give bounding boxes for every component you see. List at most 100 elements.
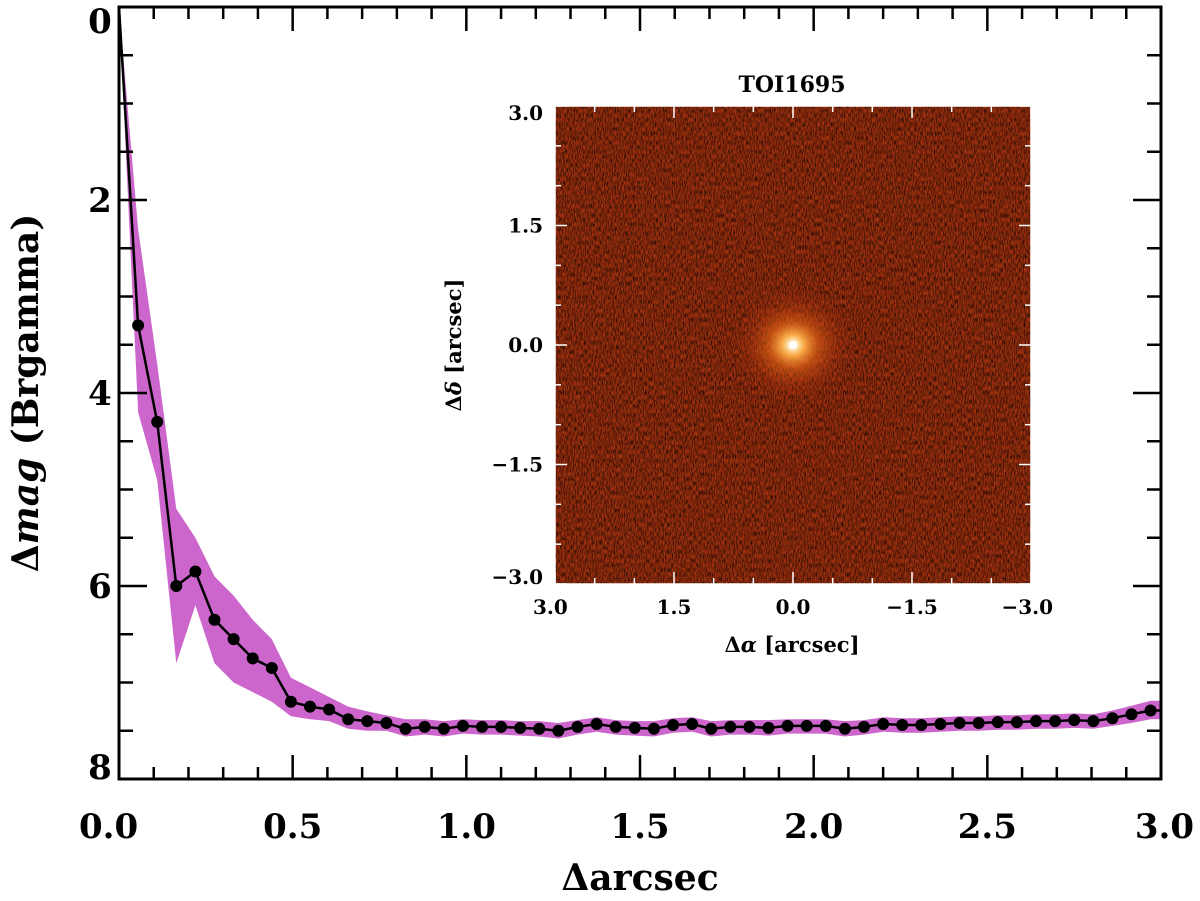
inset-x-tick-label: −1.5 xyxy=(886,595,938,619)
data-point xyxy=(934,718,947,730)
data-point xyxy=(1125,708,1138,721)
data-point xyxy=(800,719,813,732)
x-tick-label: 3.0 xyxy=(1135,807,1194,847)
contrast-points-layer xyxy=(132,319,1157,737)
inset-title: TOI1695 xyxy=(738,72,845,98)
data-point xyxy=(399,722,412,735)
data-point xyxy=(476,720,488,733)
data-point xyxy=(552,724,565,737)
data-point xyxy=(705,722,718,735)
inset-y-title-prefix: Δ xyxy=(441,395,466,411)
data-point xyxy=(456,719,469,732)
data-point xyxy=(628,721,641,734)
data-point xyxy=(781,719,794,732)
inset-y-tick-label: −1.5 xyxy=(491,453,543,477)
x-tick-label: 0.5 xyxy=(263,807,322,847)
data-point xyxy=(762,721,775,734)
data-point xyxy=(647,722,660,735)
data-point xyxy=(1106,712,1119,725)
data-point xyxy=(1010,716,1023,729)
data-point xyxy=(514,721,527,734)
inset-y-tick-label: 1.5 xyxy=(508,214,543,238)
y-axis-title-suffix: (Brgamma) xyxy=(5,214,47,458)
inset-psf-core xyxy=(789,341,797,349)
x-tick-label: 1.0 xyxy=(437,807,496,847)
inset-x-title-prefix: Δ xyxy=(724,632,740,657)
inset-x-tick-label: 1.5 xyxy=(657,595,692,619)
x-tick-label: 2.0 xyxy=(784,807,843,847)
data-point xyxy=(1087,715,1100,728)
data-point xyxy=(896,719,909,731)
data-point xyxy=(342,713,355,726)
y-axis-title: Δmag (Brgamma) xyxy=(5,214,47,573)
y-tick-label: 8 xyxy=(88,748,112,788)
inset-x-tick-label: 0.0 xyxy=(776,595,811,619)
data-point xyxy=(151,415,164,428)
y-tick-label: 2 xyxy=(88,181,112,221)
y-tick-label: 0 xyxy=(88,2,112,42)
inset-x-tick-label: −3.0 xyxy=(1001,595,1053,619)
inset-axis-ticks xyxy=(554,105,1032,585)
y-tick-label: 6 xyxy=(88,567,112,607)
data-point xyxy=(132,319,145,332)
data-point xyxy=(380,717,393,729)
confidence-band xyxy=(119,7,1161,739)
data-point xyxy=(838,722,851,735)
inset-x-title-symbol: α xyxy=(741,632,757,657)
data-point xyxy=(1049,715,1062,728)
inset-x-axis-title: Δα [arcsec] xyxy=(724,632,859,657)
confidence-band-layer xyxy=(119,7,1161,739)
data-point xyxy=(533,722,546,735)
inset-axis-tick-labels: 3.0 1.5 0.0 −1.5 −3.0 −3.0 −1.5 0.0 1.5 3.0 xyxy=(491,101,1053,619)
data-point xyxy=(437,722,450,735)
data-point xyxy=(284,695,297,708)
inset-x-tick-label: 3.0 xyxy=(533,595,568,619)
data-point xyxy=(1144,704,1157,717)
x-axis-title: Δarcsec xyxy=(561,857,718,899)
y-tick-label: 4 xyxy=(88,374,112,414)
main-axis-tick-labels: 0.0 0.5 1.0 1.5 2.0 2.5 3.0 0 2 4 6 8 xyxy=(79,2,1194,847)
data-point xyxy=(724,720,737,733)
data-point xyxy=(246,652,259,665)
data-point xyxy=(265,662,278,674)
data-point xyxy=(953,717,966,729)
data-point xyxy=(915,719,928,731)
inset-y-tick-label: 0.0 xyxy=(508,333,543,357)
data-point xyxy=(227,633,240,646)
data-point xyxy=(170,580,183,592)
data-point xyxy=(571,720,584,733)
inset-panel: 3.0 1.5 0.0 −1.5 −3.0 −3.0 −1.5 0.0 1.5 3.0 TOI16… xyxy=(441,60,1053,670)
inset-y-tick-label: 3.0 xyxy=(508,101,543,125)
inset-y-axis-title: Δδ [arcsec] xyxy=(441,279,466,412)
data-point xyxy=(1030,715,1042,728)
inset-y-tick-label: −3.0 xyxy=(491,565,543,589)
data-point xyxy=(609,720,622,733)
data-point xyxy=(667,719,679,731)
inset-y-title-suffix: [arcsec] xyxy=(441,279,466,382)
x-tick-label: 1.5 xyxy=(610,807,669,847)
data-point xyxy=(189,565,202,578)
data-point xyxy=(590,718,603,730)
y-axis-title-prefix: Δ xyxy=(5,544,47,572)
data-point xyxy=(208,613,221,626)
x-tick-label: 0.0 xyxy=(79,807,138,847)
data-point xyxy=(858,720,870,733)
data-point xyxy=(323,703,336,716)
data-point xyxy=(304,700,316,713)
data-point xyxy=(819,719,832,732)
data-point xyxy=(877,718,890,730)
data-point xyxy=(1068,714,1081,727)
y-axis-title-italic: mag xyxy=(5,458,47,545)
data-point xyxy=(743,720,756,733)
data-point xyxy=(972,717,985,729)
data-point xyxy=(686,718,699,730)
data-point xyxy=(361,715,374,728)
inset-x-title-suffix: [arcsec] xyxy=(757,632,860,657)
data-point xyxy=(418,720,431,733)
data-point xyxy=(991,716,1004,729)
inset-y-title-symbol: δ xyxy=(441,381,466,396)
data-point xyxy=(495,720,508,733)
main-axis-ticks xyxy=(117,5,1163,781)
x-tick-label: 2.5 xyxy=(958,807,1017,847)
